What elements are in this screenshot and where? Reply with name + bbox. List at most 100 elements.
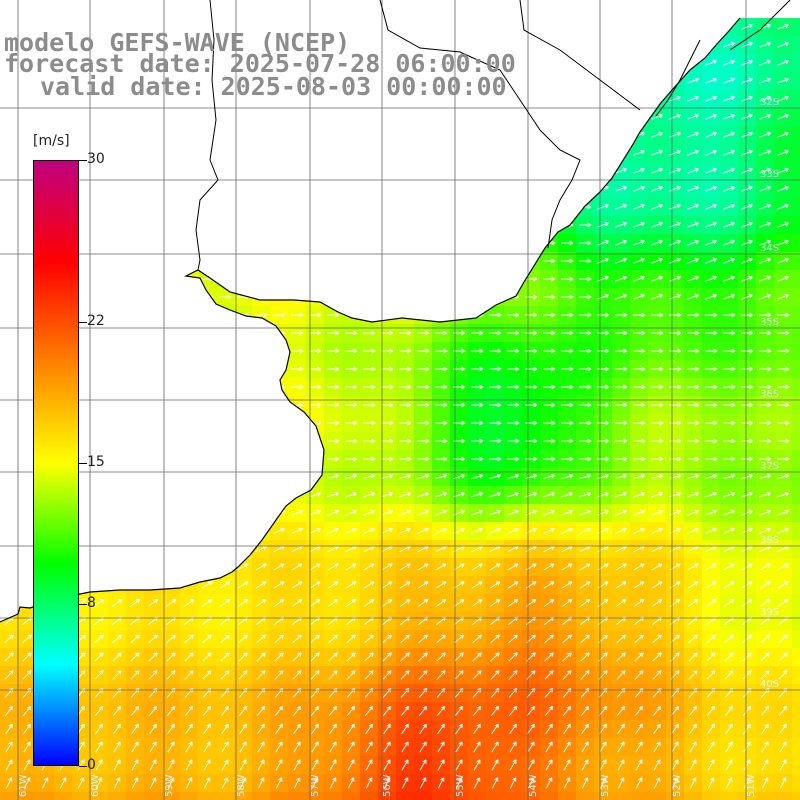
wind-speed-cell	[774, 486, 793, 505]
wind-arrow	[185, 723, 193, 735]
wind-arrow	[597, 293, 609, 300]
wind-arrow	[671, 741, 679, 753]
wind-speed-cell	[648, 720, 667, 739]
wind-arrow	[651, 275, 663, 282]
wind-speed-cell	[360, 630, 379, 649]
wind-speed-cell	[504, 720, 523, 739]
wind-speed-cell	[378, 576, 397, 595]
wind-arrow	[777, 599, 789, 607]
wind-speed-cell	[414, 666, 433, 685]
wind-speed-cell	[792, 774, 800, 793]
wind-speed-cell	[108, 720, 127, 739]
wind-arrow	[579, 527, 591, 534]
wind-speed-cell	[144, 720, 163, 739]
wind-speed-cell	[378, 630, 397, 649]
wind-arrow	[724, 634, 734, 644]
wind-arrow	[419, 759, 427, 771]
wind-arrow	[255, 312, 268, 318]
wind-speed-cell	[504, 648, 523, 667]
wind-speed-cell	[702, 540, 721, 559]
wind-arrow	[687, 456, 700, 462]
wind-arrow	[651, 599, 663, 607]
colorbar-tick-label: 0	[87, 757, 96, 773]
wind-speed-cell	[540, 558, 559, 577]
wind-speed-cell	[144, 594, 163, 613]
wind-arrow	[419, 777, 427, 789]
wind-speed-cell	[144, 648, 163, 667]
wind-arrow	[705, 275, 717, 282]
wind-speed-cell	[648, 216, 667, 235]
wind-arrow	[635, 741, 643, 753]
wind-speed-cell	[432, 630, 451, 649]
wind-speed-cell	[594, 540, 613, 559]
wind-speed-cell	[18, 666, 37, 685]
wind-arrow	[203, 741, 211, 753]
wind-arrow	[651, 131, 663, 138]
wind-arrow	[293, 759, 301, 771]
wind-speed-cell	[684, 216, 703, 235]
wind-arrow	[687, 113, 699, 120]
wind-arrow	[131, 723, 139, 735]
wind-speed-cell	[756, 18, 775, 37]
wind-arrow	[525, 527, 537, 534]
wind-speed-cell	[594, 702, 613, 721]
wind-arrow	[759, 474, 772, 480]
wind-speed-cell	[756, 90, 775, 109]
wind-speed-cell	[792, 18, 800, 37]
wind-arrow	[365, 723, 373, 735]
colorbar-unit: [m/s]	[33, 133, 70, 149]
wind-speed-cell	[630, 774, 649, 793]
wind-arrow	[597, 330, 610, 336]
wind-speed-cell	[576, 522, 595, 541]
wind-arrow	[705, 402, 718, 408]
wind-arrow	[633, 221, 645, 228]
wind-arrow	[527, 759, 535, 771]
wind-speed-cell	[738, 198, 757, 217]
wind-arrow	[633, 312, 646, 318]
wind-arrow	[363, 599, 375, 607]
wind-arrow	[399, 527, 411, 534]
wind-arrow	[346, 705, 356, 717]
latitude-label: 36S	[760, 389, 779, 400]
wind-speed-cell	[792, 144, 800, 163]
wind-arrow	[597, 491, 610, 498]
wind-arrow	[525, 563, 537, 571]
wind-arrow	[346, 670, 356, 680]
wind-arrow	[220, 670, 230, 680]
wind-arrow	[345, 402, 358, 408]
wind-arrow	[256, 634, 266, 644]
wind-arrow	[417, 330, 430, 336]
wind-speed-cell	[396, 486, 415, 505]
wind-arrow	[615, 420, 628, 426]
wind-arrow	[779, 723, 787, 735]
wind-arrow	[435, 420, 448, 426]
wind-arrow	[435, 330, 448, 336]
wind-speed-cell	[360, 594, 379, 613]
wind-speed-cell	[396, 738, 415, 757]
wind-speed-cell	[702, 756, 721, 775]
wind-speed-cell	[630, 684, 649, 703]
wind-speed-cell	[774, 18, 793, 37]
wind-speed-cell	[720, 558, 739, 577]
wind-arrow	[274, 705, 284, 717]
wind-arrow	[5, 741, 13, 753]
wind-speed-cell	[756, 792, 775, 800]
wind-arrow	[363, 384, 376, 390]
wind-arrow	[687, 131, 699, 138]
wind-arrow	[777, 527, 789, 534]
wind-speed-cell	[720, 90, 739, 109]
wind-speed-cell	[270, 558, 289, 577]
wind-speed-cell	[288, 576, 307, 595]
wind-speed-cell	[702, 612, 721, 631]
wind-arrow	[471, 384, 484, 390]
wind-arrow	[455, 723, 463, 735]
wind-arrow	[365, 777, 373, 789]
wind-arrow	[255, 599, 267, 607]
wind-speed-cell	[630, 594, 649, 613]
wind-arrow	[237, 581, 249, 589]
wind-speed-cell	[180, 792, 199, 800]
wind-arrow	[309, 581, 321, 589]
wind-speed-cell	[234, 684, 253, 703]
wind-arrow	[327, 491, 340, 498]
wind-speed-cell	[108, 666, 127, 685]
